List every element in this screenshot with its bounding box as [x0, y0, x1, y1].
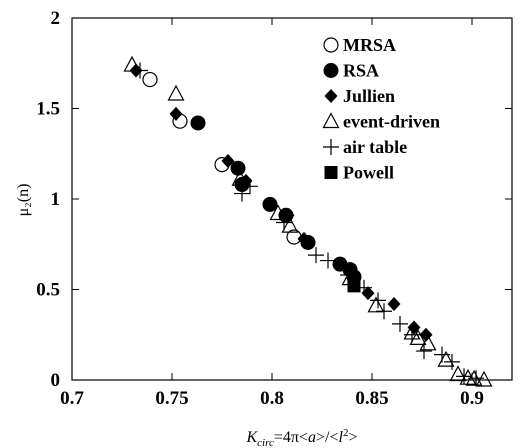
legend-marker-mrsa: [323, 37, 339, 53]
x-tick-label: 0.75: [155, 388, 188, 409]
air-table-point: [434, 346, 450, 363]
air-table-point: [444, 353, 460, 370]
y-tick-label: 1.5: [36, 99, 60, 120]
y-axis-label: μ₂(n): [15, 184, 32, 217]
air-table-point: [404, 326, 420, 343]
x-tick-label: 0.9: [460, 388, 484, 409]
air-table-point: [234, 185, 250, 202]
event-driven-point: [167, 84, 185, 101]
legend-label-air-table: air table: [343, 137, 407, 157]
legend-label-mrsa: MRSA: [343, 35, 396, 55]
event-driven-point: [281, 216, 299, 233]
rsa-point: [190, 115, 206, 131]
event-driven-point: [419, 334, 437, 351]
y-tick-label: 0.5: [36, 280, 60, 301]
event-driven-point: [269, 204, 287, 221]
air-table-point: [416, 343, 432, 360]
event-driven-point: [475, 370, 493, 387]
rsa-point: [230, 160, 246, 176]
legend-label-jullien: Jullien: [343, 86, 395, 106]
x-axis-label: Kcirc=4π<a>/<l2>: [246, 427, 358, 448]
event-driven-point: [409, 329, 427, 345]
air-table-point: [276, 214, 292, 231]
data-points: [123, 55, 493, 387]
event-driven-point: [449, 365, 467, 382]
legend-label-rsa: RSA: [343, 61, 379, 81]
x-tick-label: 0.85: [355, 388, 388, 409]
jullien-point: [387, 296, 401, 311]
y-tick-label: 1: [51, 189, 61, 210]
x-tick-label: 0.7: [60, 388, 84, 409]
air-table-point: [376, 303, 392, 320]
jullien-point: [169, 106, 183, 121]
legend-marker-event-driven: [322, 112, 340, 129]
air-table-point: [242, 178, 258, 195]
axis-ticks: 0.7 0.75 0.8 0.85 0.9 0 0.5 1 1.5 2: [36, 8, 512, 409]
legend-marker-air-table: [323, 139, 339, 155]
legend-marker-rsa: [323, 63, 339, 78]
legend-label-powell: Powell: [343, 163, 394, 183]
jullien-point: [361, 286, 375, 301]
air-table-point: [308, 247, 324, 264]
air-table-point: [320, 252, 336, 269]
legend-label-event-driven: event-driven: [343, 112, 440, 132]
air-table-point: [370, 292, 386, 309]
mrsa-point: [142, 71, 158, 88]
x-tick-label: 0.8: [260, 388, 284, 409]
rsa-point: [262, 196, 278, 212]
legend: MRSA RSA Jullien event-driven air table Powel…: [322, 35, 440, 183]
legend-marker-jullien: [324, 89, 338, 103]
jullien-point: [297, 231, 311, 246]
jullien-point: [221, 153, 235, 168]
air-table-point: [456, 368, 472, 385]
air-table-point: [468, 370, 484, 387]
air-table-point: [132, 62, 148, 79]
y-tick-label: 2: [51, 8, 61, 29]
y-tick-label: 0: [51, 370, 61, 391]
event-driven-point: [231, 169, 249, 186]
legend-marker-powell: [324, 166, 338, 179]
powell-point: [347, 279, 361, 293]
air-table-point: [392, 315, 408, 332]
